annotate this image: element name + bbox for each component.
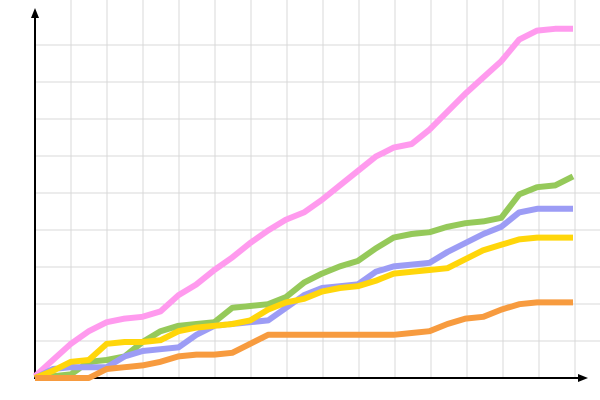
series-line-orange-series xyxy=(35,299,573,381)
x-axis-arrow-icon xyxy=(578,374,588,382)
series-line-yellow-series xyxy=(33,234,573,381)
series-layer xyxy=(32,25,575,381)
axes-layer xyxy=(31,8,588,382)
series-line-green-series xyxy=(34,173,575,381)
y-axis-arrow-icon xyxy=(31,8,39,18)
series-line-pink-series xyxy=(32,25,573,379)
series-line-periwinkle-series xyxy=(33,205,573,381)
